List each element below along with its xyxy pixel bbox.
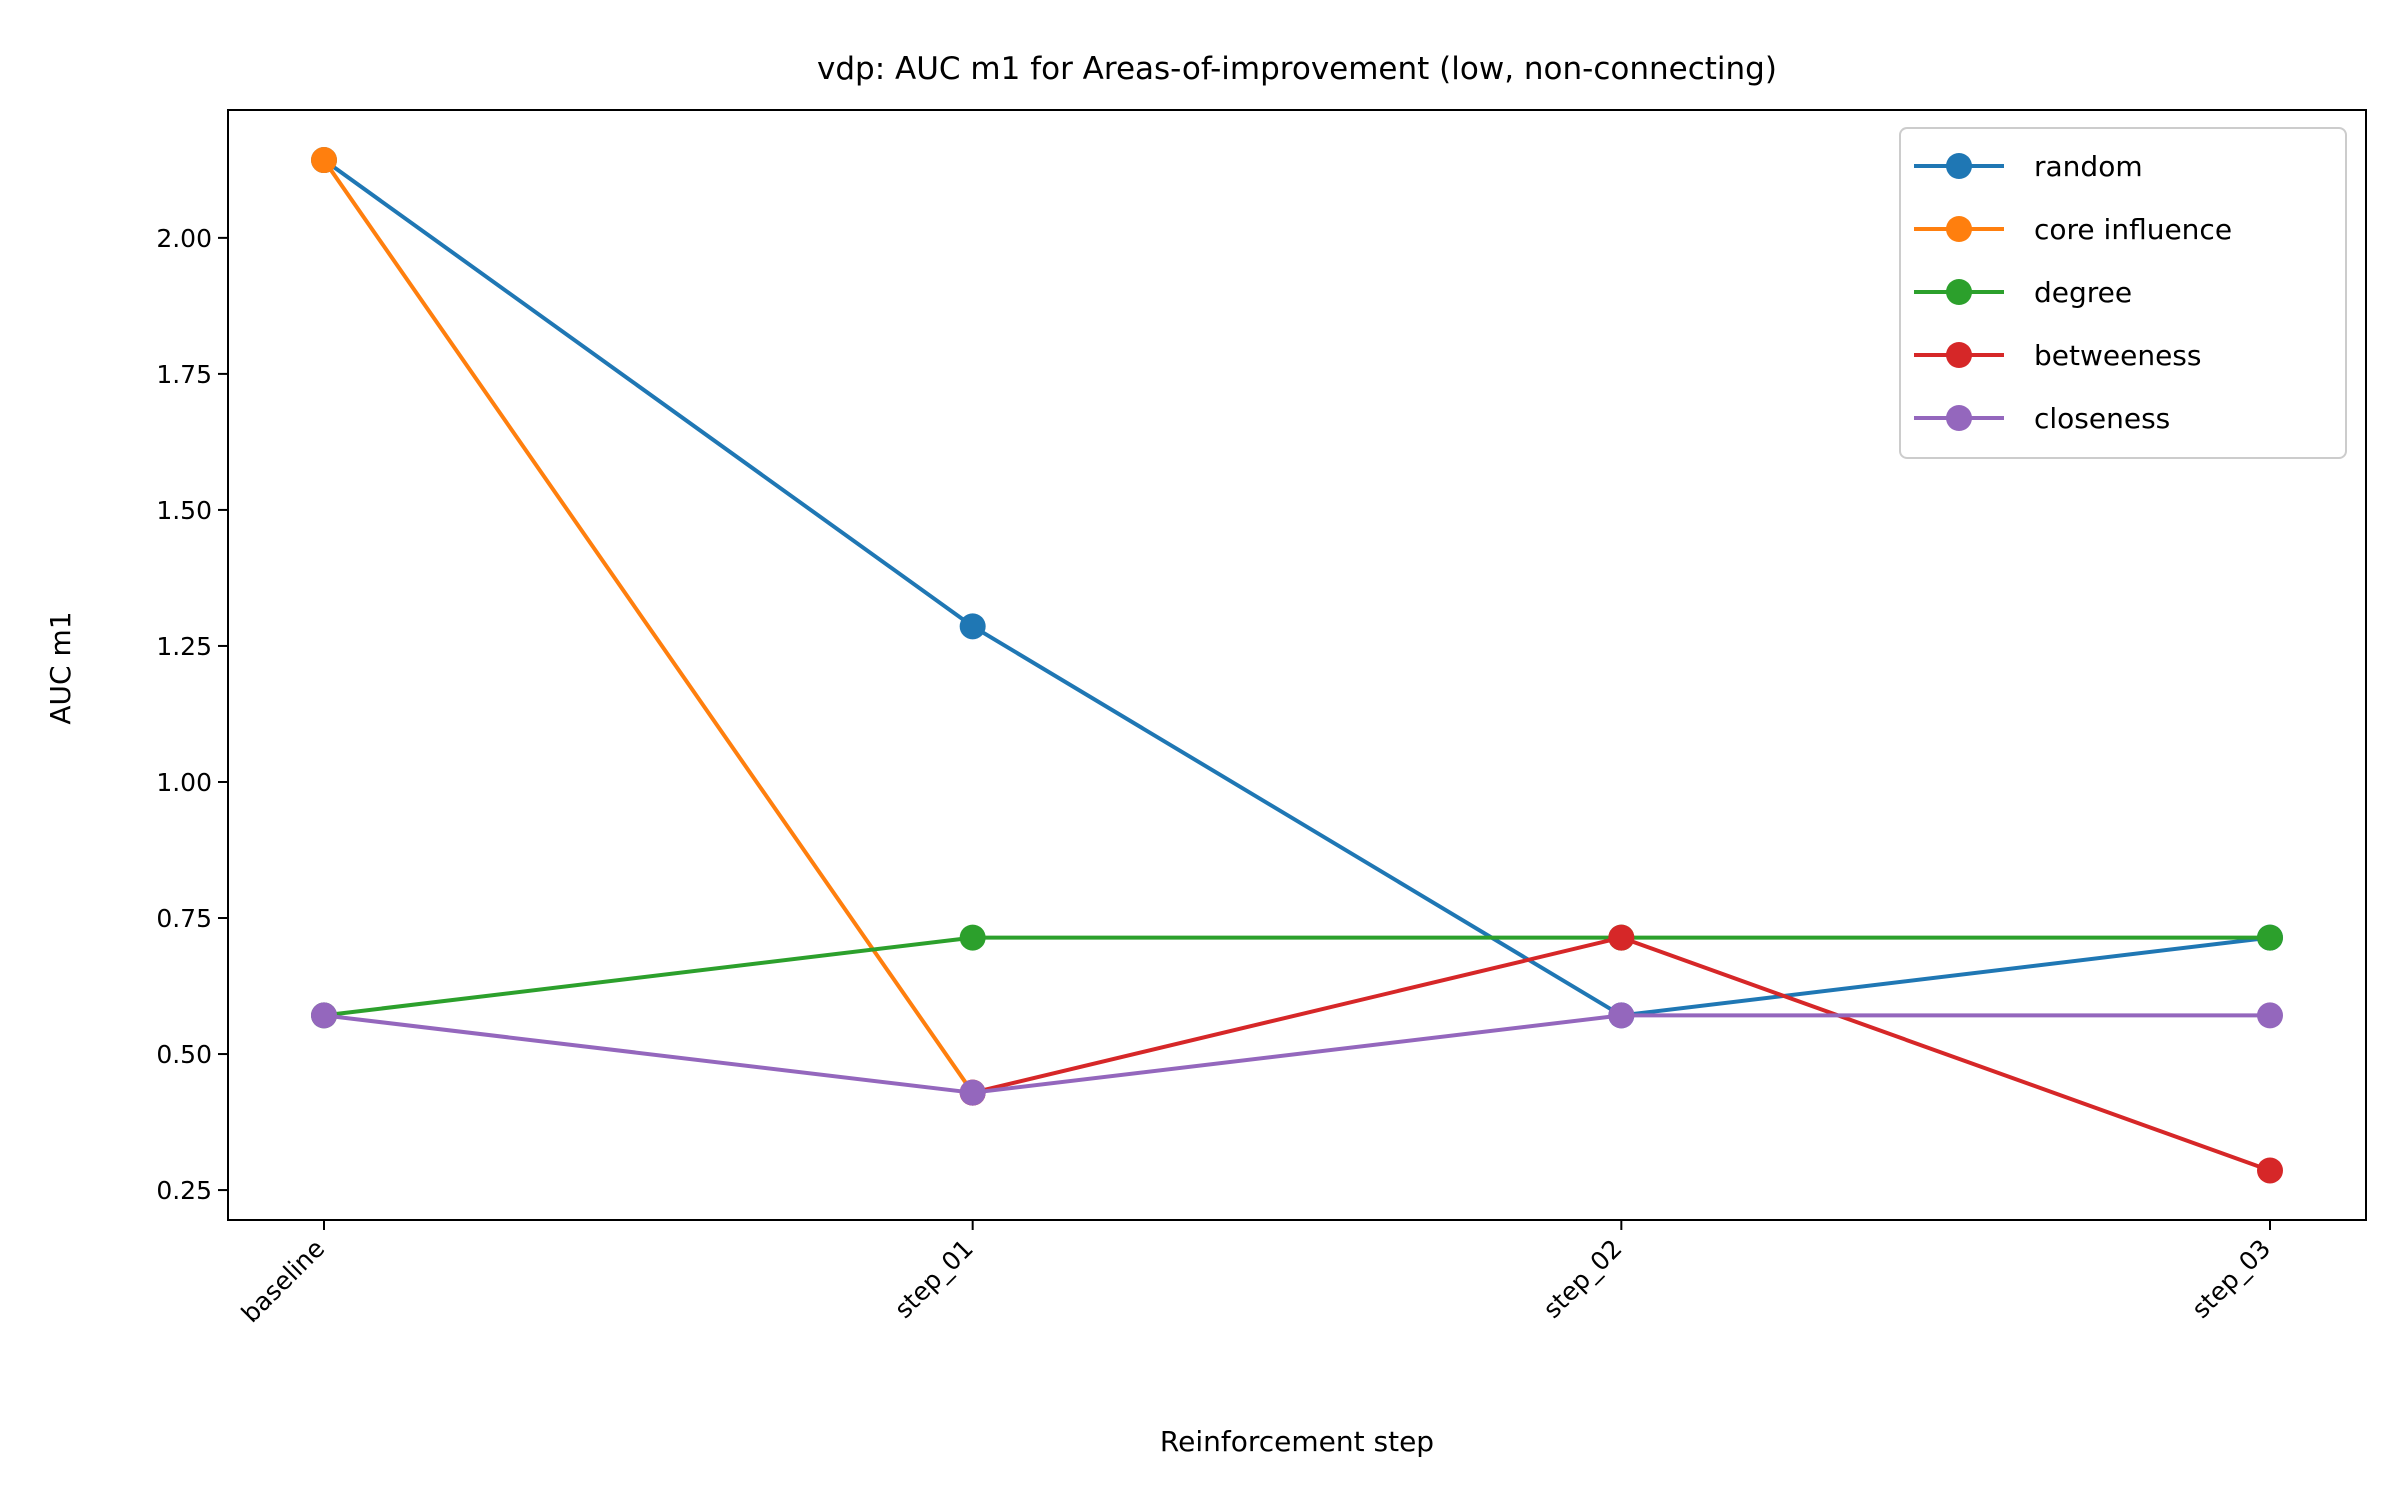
data-point-betweeness [1608, 924, 1635, 951]
legend-label: betweeness [2034, 339, 2201, 372]
data-point-closeness [2257, 1002, 2283, 1029]
series-line-core-influence [322, 158, 975, 1095]
y-tick-label: 2.00 [156, 224, 212, 253]
legend-marker [1946, 405, 1972, 431]
y-tick-label: 0.50 [156, 1040, 212, 1069]
legend-item-random: random [1914, 150, 2143, 183]
data-point-closeness [1608, 1002, 1635, 1029]
data-point-degree [959, 924, 986, 951]
data-point-degree [2257, 924, 2283, 951]
legend-marker [1946, 153, 1972, 179]
data-point-random [959, 613, 986, 640]
series-line-degree [322, 935, 2272, 1018]
series-line-closeness [322, 1013, 2272, 1095]
series-closeness [311, 1002, 2283, 1106]
y-tick-label: 0.25 [156, 1176, 212, 1205]
series-line-random [322, 158, 2272, 1018]
legend-label: random [2034, 150, 2143, 183]
legend: random core influence degree betweeness clos… [1899, 127, 2347, 459]
y-tick-label: 1.50 [156, 496, 212, 525]
series-layer [311, 147, 2283, 1184]
legend-label: closeness [2034, 402, 2170, 435]
y-tick-label: 1.00 [156, 768, 212, 797]
y-tick-label: 1.75 [156, 360, 212, 389]
legend-label: core influence [2034, 213, 2232, 246]
legend-marker [1946, 342, 1972, 368]
legend-label: degree [2034, 276, 2132, 309]
legend-frame [1899, 127, 2347, 459]
y-axis-ticks: 0.25 0.50 0.75 1.00 1.25 1.50 1.75 2.00 [156, 224, 228, 1205]
x-axis-label: Reinforcement step [1160, 1425, 1434, 1458]
y-axis-label: AUC m1 [44, 611, 77, 724]
plot-area-frame [227, 109, 2367, 1221]
legend-marker [1946, 216, 1972, 242]
legend-item-closeness: closeness [1914, 402, 2170, 435]
legend-item-degree: degree [1914, 276, 2132, 309]
data-point-closeness [311, 1002, 337, 1029]
y-tick-label: 0.75 [156, 904, 212, 933]
data-point-betweeness [2257, 1157, 2283, 1184]
data-point-closeness [959, 1079, 986, 1106]
chart-title: vdp: AUC m1 for Areas-of-improvement (lo… [817, 51, 1777, 87]
legend-item-core-influence: core influence [1914, 213, 2232, 246]
legend-item-betweeness: betweeness [1914, 339, 2201, 372]
y-tick-label: 1.25 [156, 632, 212, 661]
data-point-core-influence [311, 147, 337, 174]
legend-marker [1946, 279, 1972, 305]
